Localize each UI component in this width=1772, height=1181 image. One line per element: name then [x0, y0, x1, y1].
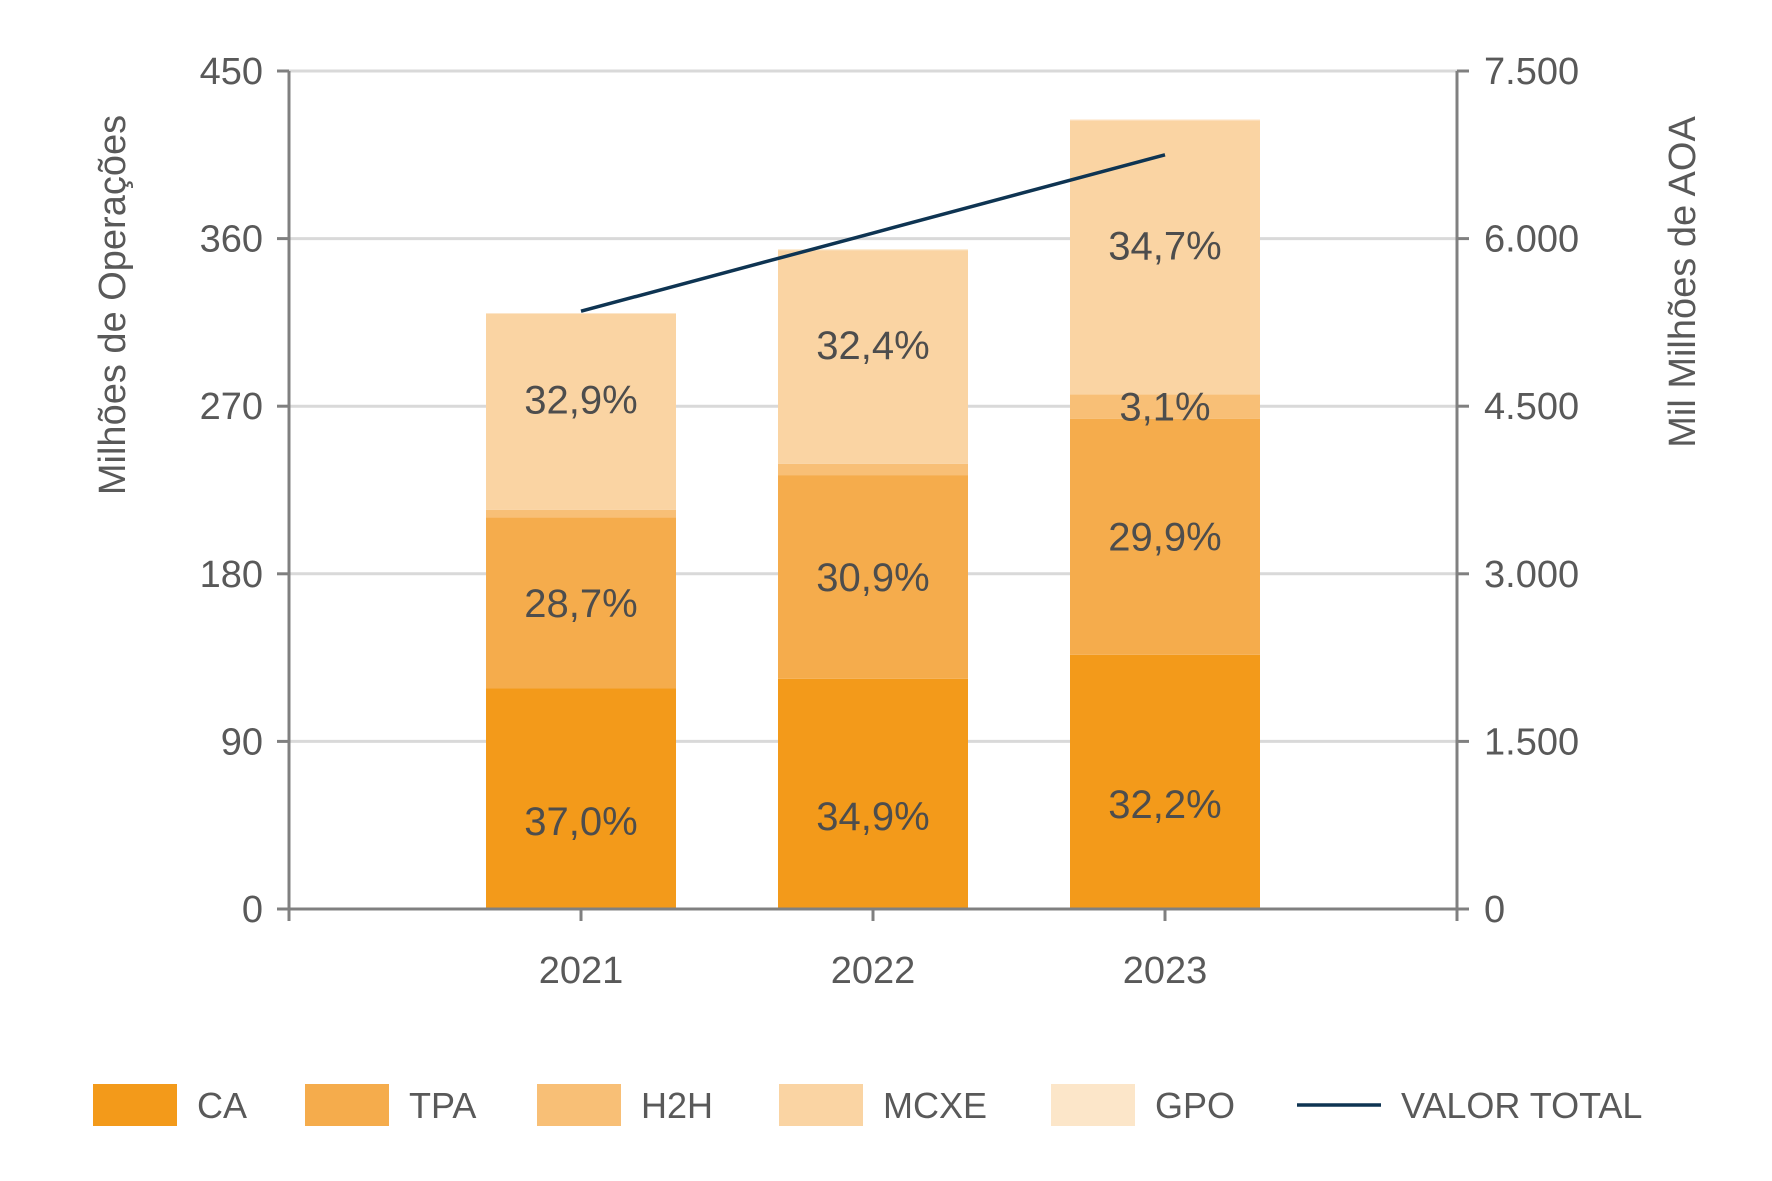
bar-tpa-2022: [778, 475, 968, 679]
legend-item-gpo: GPO: [1051, 1084, 1235, 1126]
y2-tick-label: 7.500: [1484, 51, 1579, 93]
y-tick-label: 0: [242, 889, 263, 931]
data-label-tpa-2021: 28,7%: [524, 582, 637, 626]
bar-gpo-2021: [486, 313, 676, 314]
y2-tick-label: 6.000: [1484, 219, 1579, 261]
y2-tick-label: 1.500: [1484, 721, 1579, 763]
x-tick-label-2021: 2021: [539, 950, 624, 992]
legend-swatch: [93, 1084, 177, 1126]
bar-mcxe-2023: [1070, 120, 1260, 395]
data-label-mcxe-2021: 32,9%: [524, 379, 637, 423]
legend-label: VALOR TOTAL: [1401, 1085, 1642, 1126]
y-axis-title: Milhões de Operações: [92, 115, 134, 495]
legend: CA TPA H2H MCXE GPO VALOR TOTAL: [93, 1084, 1642, 1126]
data-label-mcxe-2023: 34,7%: [1108, 224, 1221, 268]
bar-ca-2023: [1070, 654, 1260, 909]
bar-ca-2021: [486, 688, 676, 909]
y-tick-label: 360: [200, 219, 263, 261]
bar-gpo-2023: [1070, 119, 1260, 121]
legend-item-h2h: H2H: [537, 1084, 713, 1126]
data-labels: 37,0% 28,7% 32,9% 34,9% 30,9% 32,4% 32,2% 29,9%…: [524, 224, 1221, 843]
bar-h2h-2022: [778, 463, 968, 476]
data-label-tpa-2022: 30,9%: [816, 556, 929, 600]
legend-swatch: [779, 1084, 863, 1126]
bar-gpo-2022: [778, 249, 968, 251]
line-valor-total: [580, 153, 1166, 313]
bar-ca-2022: [778, 678, 968, 909]
line-series: [580, 153, 1166, 313]
legend-swatch: [1051, 1084, 1135, 1126]
legend-label: GPO: [1155, 1085, 1235, 1126]
legend-label: TPA: [409, 1085, 476, 1126]
data-label-mcxe-2022: 32,4%: [816, 324, 929, 368]
bar-tpa-2021: [486, 517, 676, 689]
y2-tick-label: 0: [1484, 889, 1505, 931]
legend-item-mcxe: MCXE: [779, 1084, 987, 1126]
y2-axis-title: Mil Milhões de AOA: [1662, 116, 1704, 448]
x-tick-label-2023: 2023: [1123, 950, 1208, 992]
bar-h2h-2023: [1070, 394, 1260, 419]
data-label-ca-2022: 34,9%: [816, 795, 929, 839]
bars: [486, 119, 1260, 909]
legend-item-valor-total: VALOR TOTAL: [1297, 1085, 1642, 1126]
data-label-h2h-2023: 3,1%: [1119, 385, 1210, 429]
data-label-ca-2021: 37,0%: [524, 800, 637, 844]
x-tick-label-2022: 2022: [831, 950, 916, 992]
data-label-ca-2023: 32,2%: [1108, 783, 1221, 827]
y-tick-label: 180: [200, 554, 263, 596]
legend-item-ca: CA: [93, 1084, 247, 1126]
legend-label: H2H: [641, 1085, 713, 1126]
bar-mcxe-2021: [486, 313, 676, 510]
y2-tick-label: 4.500: [1484, 386, 1579, 428]
y-tick-label: 270: [200, 386, 263, 428]
y-tick-label: 450: [200, 51, 263, 93]
axes: 0 90 180 270 360 450 0 1.500 3.000 4.500 6.000 7.50…: [200, 51, 1580, 992]
bar-mcxe-2022: [778, 250, 968, 464]
legend-item-tpa: TPA: [305, 1084, 476, 1126]
legend-label: CA: [197, 1085, 247, 1126]
y-tick-label: 90: [221, 721, 263, 763]
legend-swatch: [305, 1084, 389, 1126]
legend-label: MCXE: [883, 1085, 987, 1126]
y2-tick-label: 3.000: [1484, 554, 1579, 596]
legend-swatch: [537, 1084, 621, 1126]
bar-h2h-2021: [486, 509, 676, 518]
data-label-tpa-2023: 29,9%: [1108, 516, 1221, 560]
bar-tpa-2023: [1070, 418, 1260, 655]
